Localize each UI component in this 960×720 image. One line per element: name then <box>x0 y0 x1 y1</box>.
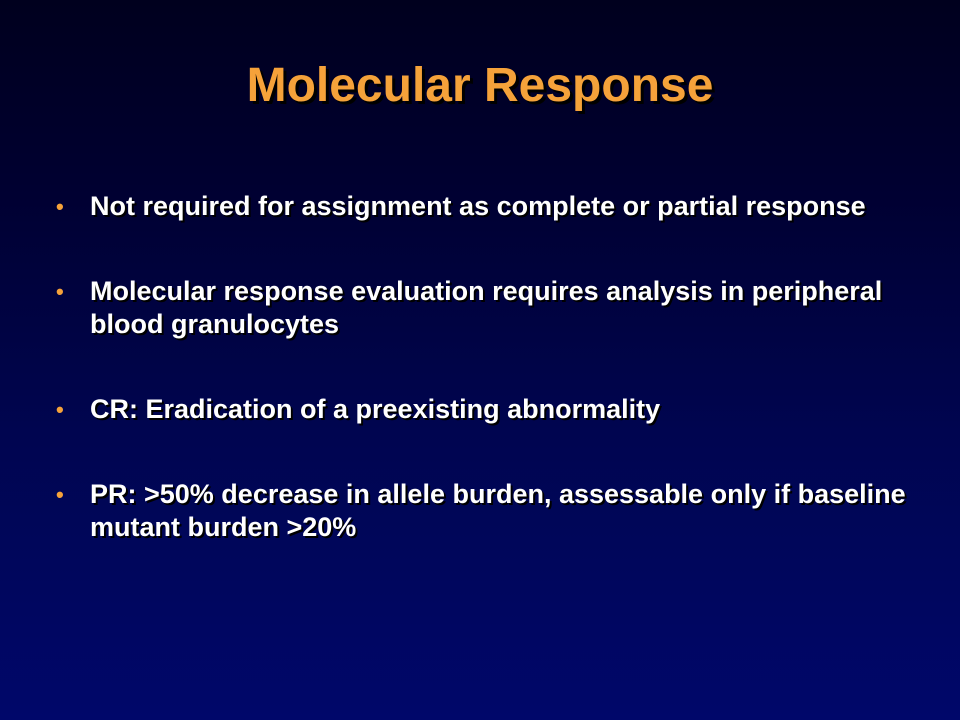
bullet-item: • PR: >50% decrease in allele burden, as… <box>56 478 916 544</box>
bullet-text: Not required for assignment as complete … <box>90 191 866 221</box>
bullet-item: • Not required for assignment as complet… <box>56 190 916 223</box>
bullet-marker: • <box>56 397 64 422</box>
bullet-text: PR: >50% decrease in allele burden, asse… <box>90 479 906 542</box>
bullet-marker: • <box>56 279 64 304</box>
bullet-marker: • <box>56 482 64 507</box>
bullet-text: Molecular response evaluation requires a… <box>90 276 883 339</box>
bullet-text: CR: Eradication of a preexisting abnorma… <box>90 394 661 424</box>
bullet-list: • Not required for assignment as complet… <box>56 190 916 544</box>
bullet-item: • CR: Eradication of a preexisting abnor… <box>56 393 916 426</box>
bullet-item: • Molecular response evaluation requires… <box>56 275 916 341</box>
slide-title: Molecular Response <box>246 59 714 112</box>
bullet-marker: • <box>56 194 64 219</box>
